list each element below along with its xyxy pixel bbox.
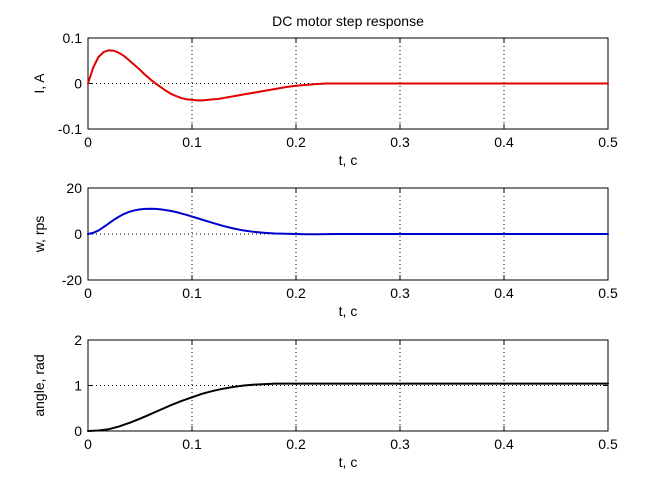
series-line xyxy=(87,382,609,432)
x-tick-label: 0.3 xyxy=(390,285,410,301)
x-tick-label: 0.5 xyxy=(598,285,618,301)
axes-1: 0 0.1 0.2 0.3 0.4 0.5-0.100.1t, cI, ADC motor… xyxy=(31,13,618,168)
y-axis-label: angle, rad xyxy=(31,354,47,416)
y-tick-label: -20 xyxy=(62,272,82,288)
x-tick-label: 0.2 xyxy=(286,134,306,150)
x-tick-label: 0 xyxy=(84,285,92,301)
y-tick-label: 20 xyxy=(66,180,82,196)
x-tick-label: 0.3 xyxy=(390,436,410,452)
y-tick-label: 0 xyxy=(74,76,82,92)
y-axis-label: I, A xyxy=(31,73,47,94)
x-axis-label: t, c xyxy=(339,303,358,319)
chart-title: DC motor step response xyxy=(272,13,424,29)
x-tick-label: 0.5 xyxy=(598,134,618,150)
x-tick-label: 0 xyxy=(84,436,92,452)
x-axis-label: t, c xyxy=(339,454,358,470)
x-tick-label: 0.4 xyxy=(494,436,514,452)
x-tick-label: 0 xyxy=(84,134,92,150)
x-axis-label: t, c xyxy=(339,152,358,168)
x-tick-label: 0.2 xyxy=(286,285,306,301)
y-tick-label: 1 xyxy=(74,378,82,394)
x-tick-label: 0.1 xyxy=(182,134,202,150)
y-axis-label: w, rps xyxy=(31,216,47,254)
x-tick-label: 0.1 xyxy=(182,436,202,452)
y-tick-label: 0 xyxy=(74,423,82,439)
series-line xyxy=(87,49,609,102)
y-tick-label: 0 xyxy=(74,226,82,242)
y-tick-label: 0.1 xyxy=(63,30,83,46)
y-tick-label: 2 xyxy=(74,332,82,348)
x-tick-label: 0.2 xyxy=(286,436,306,452)
series-line xyxy=(87,207,609,236)
x-tick-label: 0.5 xyxy=(598,436,618,452)
axes-3: 0 0.1 0.2 0.3 0.4 0.5 0 1 2 t, c angle, rad xyxy=(31,332,618,470)
x-tick-label: 0.4 xyxy=(494,285,514,301)
x-tick-label: 0.4 xyxy=(494,134,514,150)
x-tick-label: 0.3 xyxy=(390,134,410,150)
y-tick-label: -0.1 xyxy=(58,121,82,137)
x-tick-label: 0.1 xyxy=(182,285,202,301)
